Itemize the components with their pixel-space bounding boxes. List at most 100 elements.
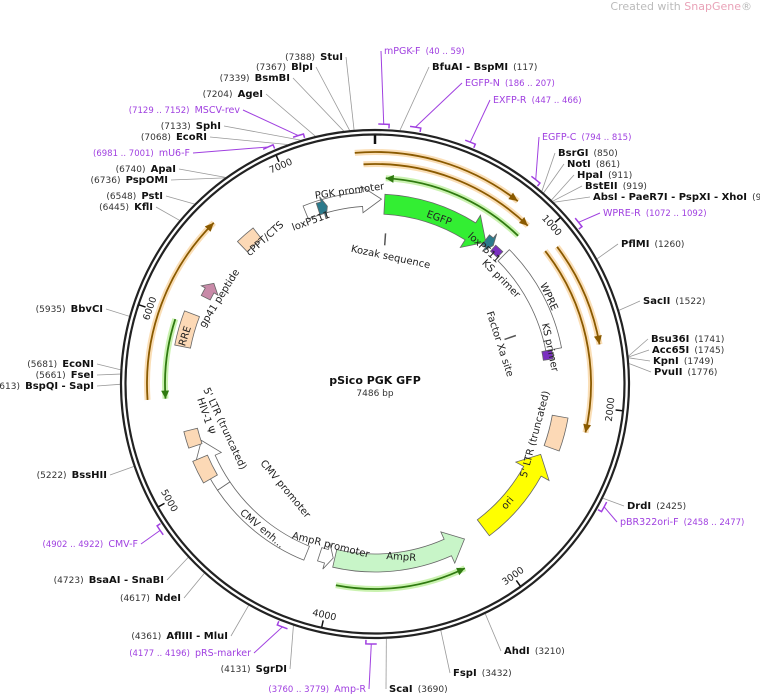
orange-arc-right-inner [544,250,592,433]
site-name: AflIII - MluI [166,631,228,642]
site-absi-paer7i-pspxi-xhoi-leader [553,196,591,203]
ltr-right-box [543,414,569,452]
site-position: (1749) [684,357,714,367]
site-pspomi-label: (6736) PspOMI [91,168,168,187]
site-name: FseI [71,370,94,381]
site-name: ScaI [389,684,413,695]
tick-mark [515,580,522,587]
site-sgrdi-leader [289,625,294,670]
primer-wpre-r-leader [578,212,601,223]
primer-prs-marker-label: (4177 .. 4196) pRS-marker [129,641,251,660]
site-name: PflMI [621,239,649,250]
site-bsrgi-label: BsrGI (850) [558,141,618,160]
orange-arc-right-inner-arrowhead [583,423,592,433]
watermark-brand: SnapGene [684,0,741,13]
primer-cmv-f-leader [140,529,161,545]
primer-egfp-c-label: EGFP-C (794 .. 815) [542,125,631,144]
primer-mu6-f-label: (6981 .. 7001) mU6-F [93,141,190,160]
tick-label-7000: 7000 [268,157,295,177]
site-name: AbsI - PaeR7I - PspXI - XhoI [593,192,747,203]
tick-mark [158,502,165,508]
site-name: BbvCI [71,304,103,315]
orange-arc-left [146,222,215,400]
primer-range: (186 .. 207) [505,79,555,89]
primer-pbr322ori-f-leader [603,506,618,523]
cppt-box [236,227,263,253]
site-hpai-leader [551,174,575,201]
green-arc-top [385,177,519,237]
primer-name: CMV-F [108,539,138,550]
ampr-promoter-arrow [317,543,334,570]
primer-name: EGFP-N [465,78,500,89]
site-psti-leader [165,195,195,205]
tick-mark [138,304,146,308]
ampr-arrow [332,531,466,573]
primer-egfp-n-binding-mark [409,125,422,133]
site-blpi-leader [315,66,350,131]
primer-amp-r-leader [368,643,372,690]
site-position: (911) [608,171,632,181]
site-acc65i-label: Acc65I (1745) [652,338,724,357]
primer-mpgk-f-label: mPGK-F (40 .. 59) [384,39,465,58]
hiv-psi-box [183,427,203,449]
site-sphi-label: (7133) SphI [161,114,221,133]
site-bsmbi-label: (7339) BsmBI [220,66,290,85]
primer-prs-marker-binding-mark [276,620,288,630]
site-name: FspI [453,668,477,679]
site-position: (1776) [688,368,718,378]
primer-range: (447 .. 466) [532,96,582,106]
green-arc-bottom-arrowhead [456,567,465,576]
primer-range: (1072 .. 1092) [646,209,707,219]
site-ahdi-leader [484,613,502,652]
site-position: (861) [596,160,620,170]
feature-label-gp41: gp41 peptide [198,267,243,329]
site-bfuai-bspmi-label: BfuAI - BspMI (117) [432,55,537,74]
site-name: AgeI [238,89,263,100]
loxp511-b-marker [481,233,498,252]
site-ecori-leader [209,136,288,145]
primer-wpre-r-binding-mark [574,217,584,230]
site-position: (6548) [106,192,136,202]
site-kfli-label: (6445) KflI [99,195,153,214]
site-bfuai-bspmi-leader [399,66,430,131]
site-econi-leader [96,363,121,371]
ks-primer-b-marker [541,349,554,361]
tick-mark [320,620,324,628]
primer-name: pRS-marker [195,648,251,659]
site-drdi-leader [602,497,625,507]
site-noti-label: NotI (861) [567,152,620,171]
primer-pbr322ori-f-binding-mark [597,501,608,513]
site-name: SphI [196,121,221,132]
orange-arc-right-outer-arrowhead [593,334,602,345]
site-sgrdi-label: (4131) SgrDI [221,657,287,676]
site-bbvci-label: (5935) BbvCI [36,297,103,316]
primer-mscv-rev-label: (7129 .. 7152) MSCV-rev [129,98,241,117]
primer-egfp-c-leader [535,136,540,180]
site-ahdi-label: AhdI (3210) [504,639,565,658]
primer-mu6-f-binding-mark [262,143,276,150]
orange-arc-top-inner [363,163,529,227]
site-position: (6445) [99,203,129,213]
backbone-outer-strand [119,128,631,640]
site-name: DrdI [627,501,651,512]
site-name: EcoNI [62,359,94,370]
ks-primer-a-marker [489,244,504,258]
site-fspi-leader [440,630,451,674]
site-stui-label: (7388) StuI [285,45,343,64]
orange-arc-top-outer-arrowhead [508,192,518,202]
site-pflmi-leader [596,243,619,260]
primer-amp-r-binding-mark [365,639,377,645]
site-scai-label: ScaI (3690) [389,677,448,696]
site-name: BssHII [72,470,107,481]
site-position: (1741) [694,335,724,345]
site-position: (926) [752,193,760,203]
feature-label-cmv-promoter: CMV promoter [258,458,313,521]
site-fsei-leader [96,373,121,376]
primer-mpgk-f-binding-mark [378,123,390,129]
site-name: ApaI [151,164,176,175]
site-sacii-leader [618,300,641,311]
site-name: PspOMI [126,175,168,186]
primer-range: (4177 .. 4196) [129,649,190,659]
primer-name: EXFP-R [493,95,527,106]
